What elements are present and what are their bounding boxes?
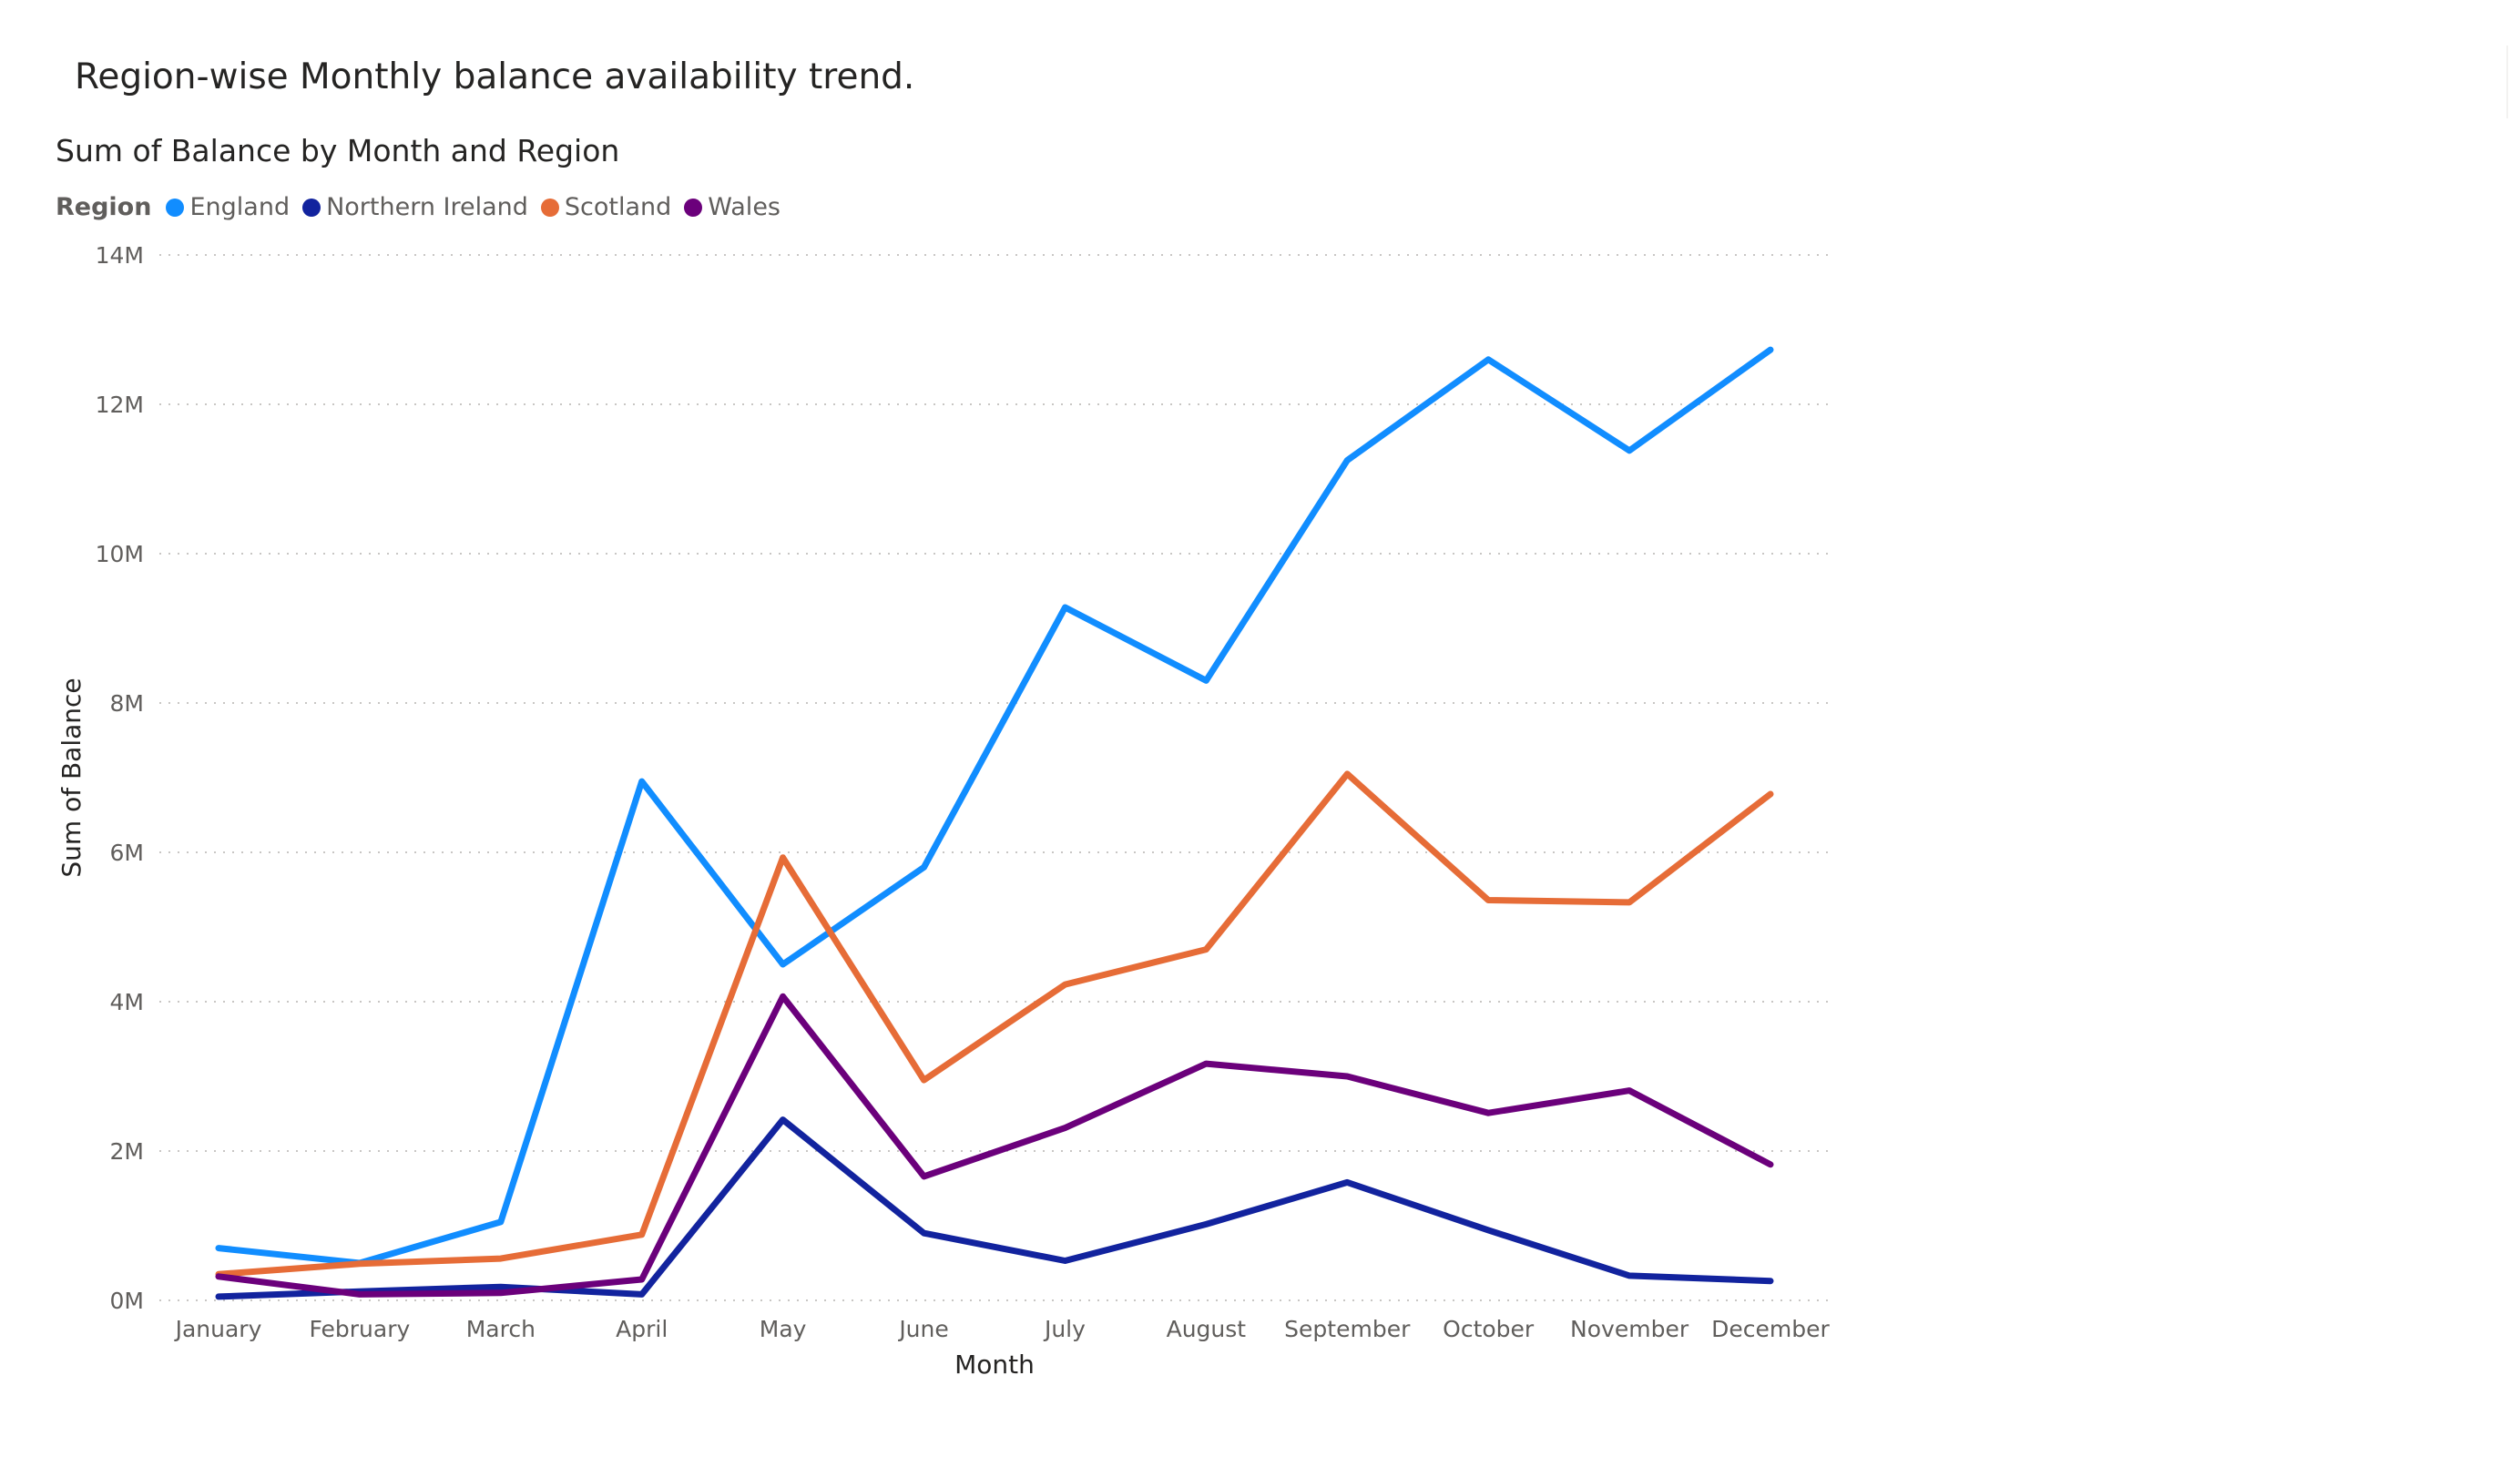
legend-label: Scotland	[564, 193, 672, 221]
x-tick-label: June	[897, 1316, 948, 1342]
x-tick-label: September	[1284, 1316, 1411, 1342]
legend-marker-icon	[302, 198, 321, 217]
page-title: Region-wise Monthly balance availability…	[75, 56, 915, 97]
x-tick-label: October	[1443, 1316, 1535, 1342]
series-line-england[interactable]	[215, 346, 1774, 1267]
x-tick-label: July	[1043, 1316, 1086, 1342]
x-tick-label: December	[1711, 1316, 1830, 1342]
x-tick-label: November	[1570, 1316, 1689, 1342]
panel-edge	[2506, 46, 2508, 118]
legend-marker-icon	[684, 198, 703, 217]
y-tick-label: 4M	[110, 989, 144, 1015]
legend-item-scotland[interactable]: Scotland	[540, 193, 672, 221]
y-tick-label: 14M	[96, 242, 144, 269]
y-tick-label: 8M	[110, 690, 144, 717]
legend-label: Wales	[708, 193, 780, 221]
x-tick-label: May	[760, 1316, 807, 1342]
x-tick-label: February	[310, 1316, 411, 1342]
legend-label: Northern Ireland	[326, 193, 528, 221]
y-tick-label: 2M	[110, 1138, 144, 1165]
x-tick-label: April	[616, 1316, 668, 1342]
legend: Region England Northern Ireland Scotland Wa…	[56, 193, 793, 221]
chart-plot: 0M 2M 4M 6M 8M 10M 12M 14M January February March A…	[56, 242, 1831, 1380]
y-axis-title: Sum of Balance	[56, 678, 87, 877]
x-tick-label: January	[174, 1316, 262, 1342]
line-chart-visual[interactable]: Sum of Balance by Month and Region Regio…	[0, 118, 1867, 1393]
y-tick-label: 12M	[96, 392, 144, 418]
legend-marker-icon	[166, 198, 185, 217]
legend-item-england[interactable]: England	[166, 193, 290, 221]
y-tick-label: 0M	[110, 1288, 144, 1314]
series-line-wales[interactable]	[215, 993, 1774, 1298]
series-line-northern-ireland[interactable]	[215, 1116, 1774, 1300]
chart-title: Sum of Balance by Month and Region	[56, 133, 620, 168]
x-tick-label: August	[1167, 1316, 1247, 1342]
x-tick-label: March	[466, 1316, 536, 1342]
legend-item-wales[interactable]: Wales	[684, 193, 780, 221]
series-line-scotland[interactable]	[215, 770, 1774, 1278]
legend-marker-icon	[540, 198, 559, 217]
legend-label: England	[189, 193, 291, 221]
x-axis-title: Month	[954, 1350, 1035, 1380]
legend-item-northern-ireland[interactable]: Northern Ireland	[302, 193, 528, 221]
y-tick-label: 10M	[96, 541, 144, 567]
legend-title: Region	[56, 193, 152, 221]
y-tick-label: 6M	[110, 840, 144, 866]
